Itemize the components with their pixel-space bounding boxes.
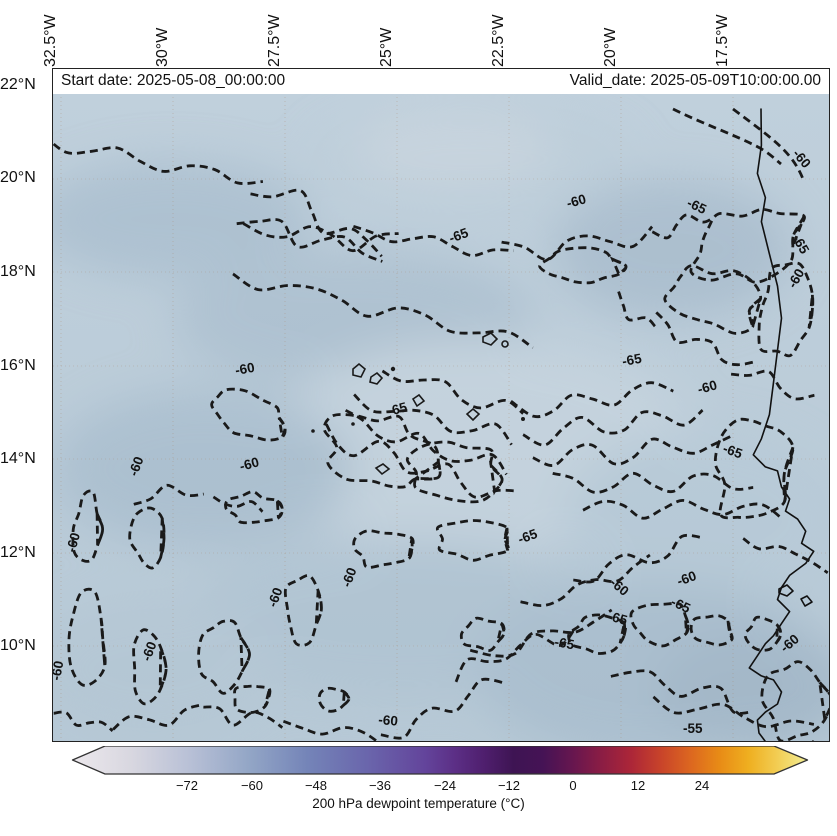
svg-text:-60: -60 — [238, 454, 261, 474]
svg-text:-60: -60 — [378, 712, 399, 729]
svg-text:-60: -60 — [139, 640, 160, 663]
svg-text:-60: -60 — [234, 360, 256, 378]
svg-text:-60: -60 — [785, 266, 808, 290]
svg-text:-65: -65 — [621, 351, 643, 369]
svg-text:-60: -60 — [790, 146, 814, 171]
svg-text:-55: -55 — [683, 721, 703, 736]
svg-text:-65: -65 — [516, 526, 540, 547]
svg-text:-65: -65 — [447, 225, 471, 246]
svg-text:-60: -60 — [675, 568, 698, 589]
svg-text:-60: -60 — [696, 377, 719, 397]
svg-text:-60: -60 — [53, 660, 66, 682]
svg-text:-60: -60 — [565, 191, 588, 211]
svg-text:-60: -60 — [607, 575, 632, 599]
svg-text:-60: -60 — [126, 455, 147, 478]
svg-text:-65: -65 — [685, 195, 709, 217]
svg-text:-60: -60 — [339, 566, 360, 589]
svg-text:-65: -65 — [721, 441, 745, 462]
svg-text:-60: -60 — [777, 631, 802, 655]
svg-text:-60: -60 — [265, 586, 286, 609]
